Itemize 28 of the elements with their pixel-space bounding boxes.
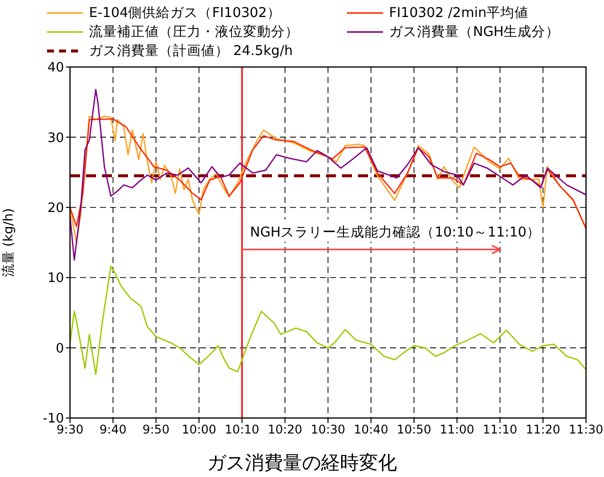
- x-tick-label: 9:30: [56, 422, 84, 437]
- annotation: NGHスラリー生成能力確認（10:10～11:10）: [250, 224, 541, 241]
- x-tick-label: 10:50: [396, 422, 432, 437]
- y-axis-title: 流量 (kg/h): [0, 208, 17, 277]
- y-tick-label: 40: [47, 60, 64, 76]
- x-tick-label: 11:30: [568, 422, 604, 437]
- legend-label: FI10302 /2min平均値: [389, 4, 529, 22]
- y-tick-label: 20: [47, 201, 64, 216]
- text: ガス消費量の経時変化: [206, 451, 398, 476]
- x-tick-label: 10:20: [268, 422, 302, 437]
- legend-label: E-104側供給ガス（FI10302）: [89, 4, 281, 22]
- x-tick-label: 10:00: [182, 422, 216, 437]
- x-tick-label: 11:00: [440, 422, 474, 437]
- x-tick-label: 11:10: [482, 422, 518, 437]
- line-series: [70, 88, 586, 261]
- y-tick-label: 0: [56, 341, 64, 356]
- legend-label: 流量補正値（圧力・液位変動分）: [89, 23, 299, 41]
- x-tick-label: 11:20: [526, 422, 560, 437]
- legend-label: ガス消費量（計画値） 24.5kg/h: [89, 42, 293, 60]
- y-tick-label: 30: [47, 130, 64, 146]
- legend-label: ガス消費量（NGH生成分）: [389, 23, 560, 41]
- x-tick-label: 10:40: [354, 422, 388, 437]
- x-tick-label: 10:10: [224, 422, 260, 437]
- y-tick-label: 10: [47, 271, 64, 286]
- x-tick-label: 9:50: [142, 422, 170, 437]
- x-tick-label: 9:40: [100, 422, 126, 437]
- x-tick-label: 10:30: [310, 422, 346, 437]
- line-series: [70, 266, 586, 376]
